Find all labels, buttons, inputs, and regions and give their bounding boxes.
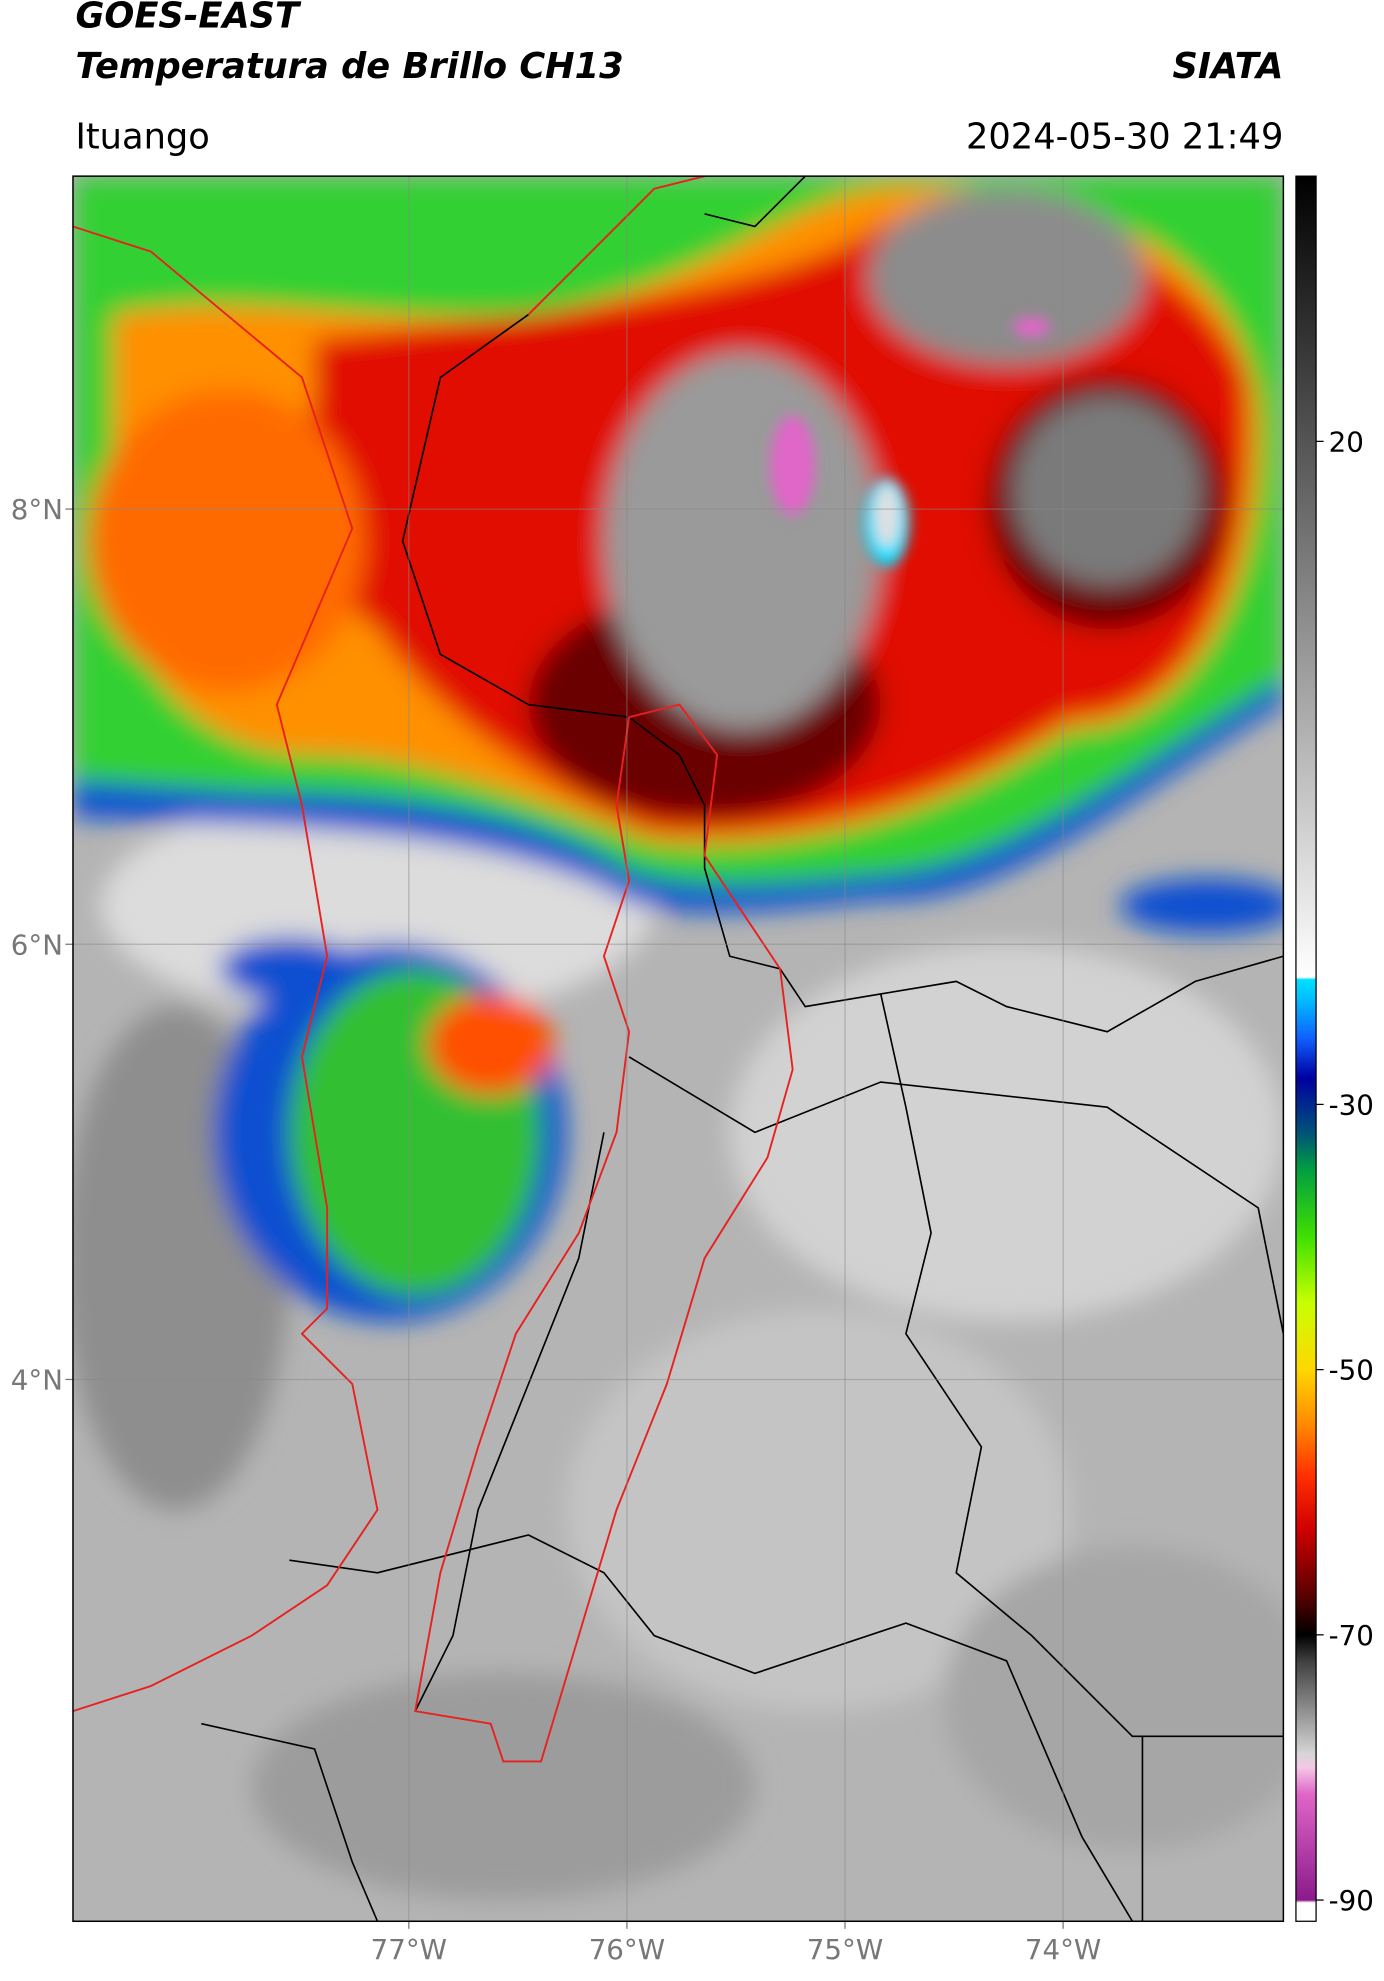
map-frame <box>72 175 1285 1923</box>
x-tick-label: 75°W <box>807 1933 883 1966</box>
region: Ituango <box>75 116 209 157</box>
x-tick-label: 77°W <box>371 1933 447 1966</box>
y-tick-label: 8°N <box>11 493 63 526</box>
colorbar-tick-label: -70 <box>1329 1619 1374 1652</box>
colorbar-tick-label: -50 <box>1329 1354 1374 1387</box>
colorbar-tick-label: -30 <box>1329 1088 1374 1121</box>
title-line2: Temperatura de Brillo CH13 <box>75 46 623 87</box>
title-line1: GOES-EAST <box>75 0 302 37</box>
agency: SIATA <box>1172 46 1283 87</box>
x-tick-label: 76°W <box>589 1933 665 1966</box>
datetime: 2024-05-30 21:49 <box>966 116 1283 157</box>
colorbar <box>1295 175 1317 1922</box>
satellite-image <box>72 176 1284 1922</box>
x-tick-label: 74°W <box>1025 1933 1101 1966</box>
colorbar-tick-label: -90 <box>1329 1884 1374 1917</box>
colorbar-tick-label: 20 <box>1329 425 1364 458</box>
y-tick-label: 4°N <box>11 1364 63 1397</box>
y-tick-label: 6°N <box>11 928 63 961</box>
